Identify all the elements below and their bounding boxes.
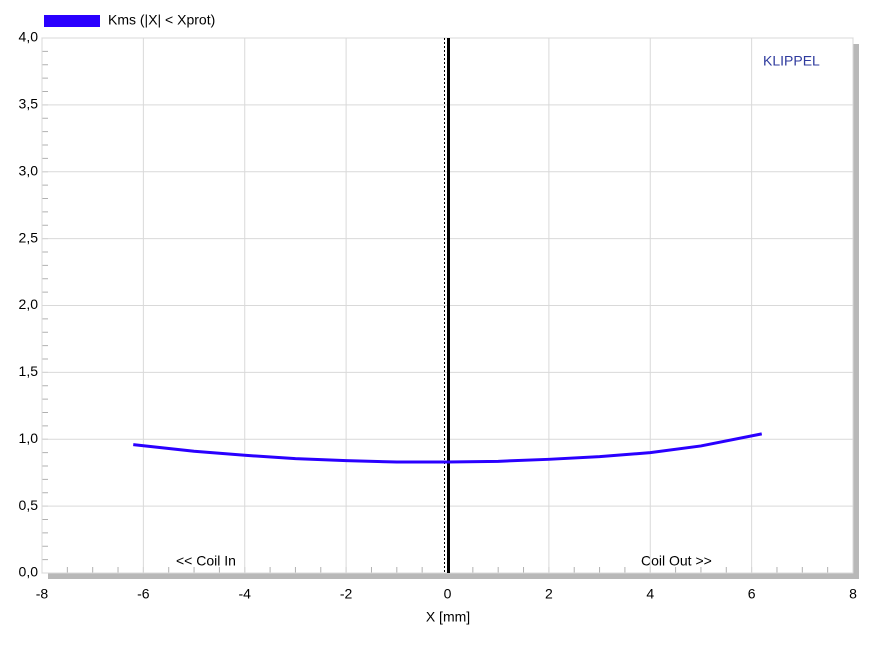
- y-tick-label: 3,5: [19, 96, 39, 112]
- x-tick-label: -4: [239, 586, 252, 602]
- annotation: Coil Out >>: [641, 553, 712, 569]
- y-tick-label: 2,0: [19, 296, 39, 312]
- y-tick-label: 0,0: [19, 564, 39, 580]
- annotation: << Coil In: [176, 553, 236, 569]
- x-tick-label: -2: [340, 586, 353, 602]
- axis-shadow: [853, 44, 859, 579]
- y-tick-label: 1,5: [19, 363, 39, 379]
- x-tick-label: 4: [646, 586, 654, 602]
- data-line: [133, 432, 763, 464]
- x-tick-label: -6: [137, 586, 150, 602]
- axis-shadow: [48, 573, 859, 579]
- x-axis-label: X [mm]: [426, 609, 470, 625]
- legend-label: Kms (|X| < Xprot): [108, 12, 215, 28]
- x-tick-label: -8: [36, 586, 49, 602]
- annotation: KLIPPEL: [763, 53, 820, 69]
- y-tick-label: 3,0: [19, 162, 39, 178]
- x-tick-label: 6: [748, 586, 756, 602]
- y-tick-label: 2,5: [19, 229, 39, 245]
- y-tick-label: 1,0: [19, 430, 39, 446]
- x-tick-label: 2: [545, 586, 553, 602]
- x-tick-label: 0: [444, 586, 452, 602]
- y-tick-label: 4,0: [19, 29, 39, 45]
- x-tick-label: 8: [849, 586, 857, 602]
- y-tick-label: 0,5: [19, 497, 39, 513]
- legend-swatch: [44, 15, 100, 27]
